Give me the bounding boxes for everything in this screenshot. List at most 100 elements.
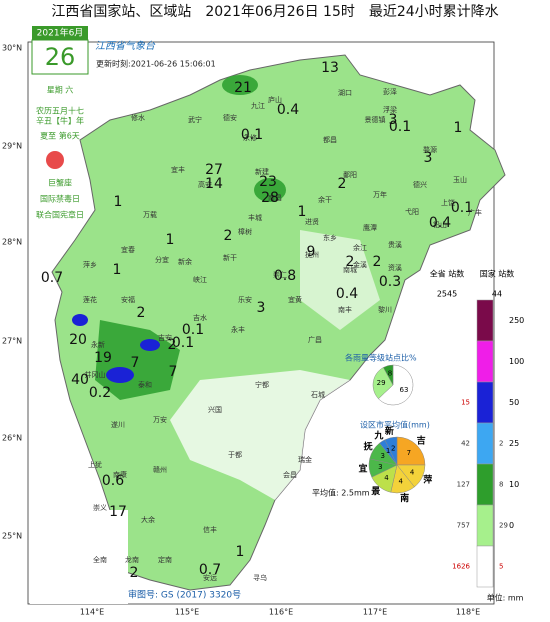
- lon-label: 114°E: [80, 608, 104, 617]
- legend-header: 国家 站数: [480, 269, 515, 279]
- pie-name: 抚: [364, 440, 373, 452]
- city-name: 上饶: [441, 198, 455, 207]
- city-name: 广昌: [308, 335, 322, 344]
- city-name: 贵溪: [388, 240, 402, 249]
- lat-label: 25°N: [2, 532, 22, 541]
- city-name: 景德镇: [365, 115, 386, 124]
- city-name: 黎川: [378, 305, 392, 314]
- rain-value: 1: [113, 262, 122, 278]
- rain-value: 3: [389, 112, 398, 128]
- city-name: 都昌: [323, 136, 337, 144]
- legend-level: 250: [509, 316, 524, 325]
- map-frame: [27, 41, 495, 605]
- pie-name: 九: [373, 430, 383, 442]
- rain-value: 0.1: [451, 200, 473, 216]
- city-name: 南康: [113, 470, 127, 479]
- city-name: 信丰: [203, 525, 217, 534]
- average: 平均值: 2.5mm: [312, 488, 370, 498]
- calendar-day: 26: [45, 43, 76, 71]
- city-name: 樟树: [238, 227, 252, 236]
- calendar-event: 国际禁毒日: [40, 194, 80, 204]
- legend-national: 8: [499, 481, 503, 489]
- pie-name: 新: [385, 425, 394, 437]
- city-name: 万安: [153, 415, 167, 424]
- legend-count: 2545: [437, 290, 457, 299]
- city-name: 乐安: [238, 295, 252, 304]
- lon-label: 117°E: [363, 608, 387, 617]
- calendar-year: 辛丑【牛】年: [36, 116, 84, 126]
- rain-value: 0.1: [182, 322, 204, 338]
- rain-value: 19: [94, 350, 112, 366]
- rain-value: 1: [298, 204, 307, 220]
- city-name: 高安: [198, 180, 212, 189]
- city-name: 永新: [91, 340, 105, 349]
- city-name: 宜春: [121, 245, 135, 254]
- city-name: 安远: [203, 573, 217, 582]
- city-name: 萍乡: [83, 260, 97, 269]
- pie-value: 8: [388, 369, 392, 377]
- city-name: 会昌: [283, 470, 297, 479]
- rain-value: 14: [205, 176, 223, 192]
- pie-value: 2: [391, 445, 395, 453]
- calendar-weekday: 星期 六: [47, 85, 74, 95]
- lat-label: 30°N: [2, 44, 22, 53]
- rain-value: 0.4: [429, 215, 451, 231]
- rain-value: 0.1: [172, 335, 194, 351]
- heavy-rain: [140, 339, 160, 351]
- rain-value: 0.8: [274, 268, 296, 284]
- pie-title: 设区市平均值(mm): [360, 420, 430, 430]
- legend-level: 10: [509, 480, 519, 489]
- pie-value: 29: [377, 379, 386, 387]
- pie-slice: [383, 364, 394, 386]
- city-name: 于都: [228, 451, 242, 459]
- legend-level: 0: [509, 521, 514, 530]
- lon-label: 118°E: [456, 608, 480, 617]
- rain-value: 27: [205, 162, 223, 178]
- city-name: 泰和: [138, 380, 152, 389]
- province-shape: [51, 54, 506, 591]
- legend-swatch: [476, 299, 494, 342]
- legend-total: 15: [461, 399, 470, 407]
- legend-level: 25: [509, 439, 519, 448]
- calendar-event: 联合国宪章日: [36, 210, 84, 220]
- lat-label: 29°N: [2, 142, 22, 151]
- legend-swatch: [476, 504, 494, 547]
- city-name: 寻乌: [253, 573, 267, 582]
- city-name: 吉水: [193, 313, 207, 322]
- city-name: 武宁: [188, 115, 202, 124]
- pie-slice: [372, 367, 394, 400]
- rain-area: [222, 75, 258, 95]
- city-name: 安福: [121, 295, 135, 304]
- city-name: 鹰潭: [363, 223, 377, 232]
- pie-slice: [396, 436, 426, 466]
- city-name: 定南: [158, 555, 172, 564]
- rain-value: 0.4: [277, 102, 299, 118]
- rain-value: 0.1: [241, 127, 263, 143]
- pie-title: 各雨量等级站点比%: [345, 353, 417, 363]
- city-name: 遂川: [111, 420, 125, 429]
- city-name: 德兴: [413, 180, 427, 189]
- rain-value: 9: [307, 244, 316, 260]
- dry-area: [300, 230, 380, 330]
- legend-national: 5: [499, 563, 503, 571]
- city-name: 全南: [93, 555, 107, 564]
- pie-value: 3: [381, 452, 385, 460]
- rain-value: 1: [454, 120, 463, 136]
- city-name: 峡江: [193, 275, 207, 284]
- lat-label: 27°N: [2, 337, 22, 346]
- city-name: 德安: [223, 113, 237, 122]
- city-name: 崇仁: [273, 270, 287, 279]
- rain-value: 2: [168, 337, 177, 353]
- rain-value: 13: [321, 60, 339, 76]
- inset-blank: [30, 510, 128, 604]
- legend-level: 100: [509, 357, 524, 366]
- city-name: 铅山: [433, 220, 447, 229]
- legend-swatch: [476, 422, 494, 465]
- rain-value: 20: [69, 332, 87, 348]
- heavy-rain: [106, 367, 134, 383]
- city-name: 鄱阳: [343, 170, 357, 179]
- city-name: 永丰: [231, 325, 245, 334]
- legend-count: 44: [492, 290, 502, 299]
- city-name: 赣州: [153, 465, 167, 474]
